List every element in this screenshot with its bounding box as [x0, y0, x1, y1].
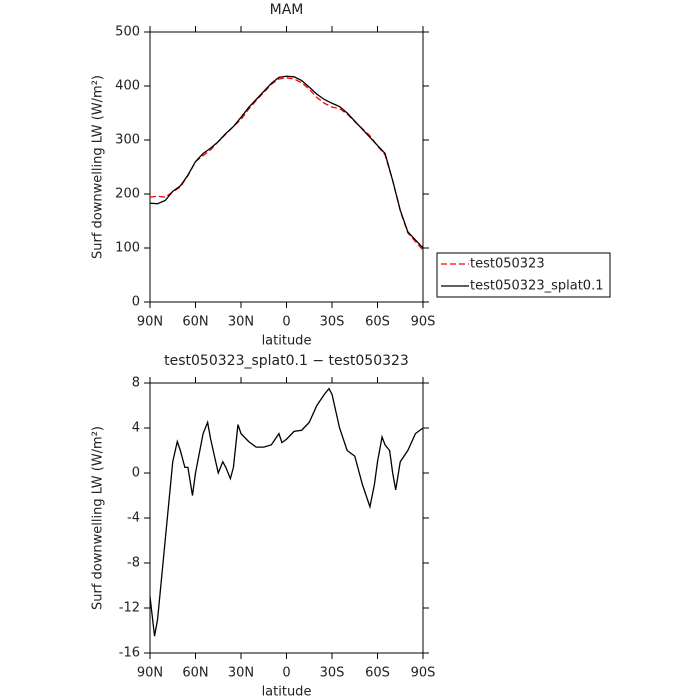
- series-line: [149, 75, 424, 249]
- y-tick-label: 100: [115, 241, 140, 256]
- chart-title: MAM: [270, 2, 304, 18]
- y-tick-label: -4: [127, 511, 140, 526]
- y-tick-label: 0: [132, 295, 140, 310]
- legend-label: test050323: [470, 257, 545, 272]
- x-tick-label: 60N: [182, 666, 208, 681]
- y-axis-label: Surf downwelling LW (W/m²): [91, 75, 106, 259]
- y-tick-label: 300: [115, 133, 140, 148]
- x-tick-label: 30S: [320, 315, 345, 330]
- y-tick-label: -12: [119, 601, 140, 616]
- legend-label: test050323_splat0.1: [470, 279, 603, 294]
- series-line: [149, 77, 424, 251]
- x-tick-label: 90N: [137, 666, 163, 681]
- y-tick-label: 500: [115, 25, 140, 40]
- chart-title: test050323_splat0.1 − test050323: [164, 353, 409, 369]
- y-tick-label: 8: [132, 376, 140, 391]
- x-axis-label: latitude: [262, 685, 312, 700]
- y-axis-label: Surf downwelling LW (W/m²): [91, 426, 106, 610]
- x-tick-label: 0: [282, 666, 290, 681]
- x-tick-label: 60N: [182, 315, 208, 330]
- x-tick-label: 90N: [137, 315, 163, 330]
- x-tick-label: 30N: [228, 315, 254, 330]
- plot-frame: [149, 31, 424, 303]
- y-tick-label: -8: [127, 556, 140, 571]
- plot-frame: [149, 382, 424, 654]
- x-tick-label: 60S: [365, 315, 390, 330]
- y-tick-label: 400: [115, 79, 140, 94]
- x-tick-label: 90S: [411, 315, 436, 330]
- x-tick-label: 60S: [365, 666, 390, 681]
- legend-box: [436, 252, 611, 298]
- series-line: [149, 387, 424, 637]
- y-tick-label: -16: [119, 646, 140, 661]
- x-tick-label: 30N: [228, 666, 254, 681]
- y-tick-label: 0: [132, 466, 140, 481]
- x-tick-label: 0: [282, 315, 290, 330]
- y-tick-label: 4: [132, 421, 140, 436]
- y-tick-label: 200: [115, 187, 140, 202]
- x-tick-label: 90S: [411, 666, 436, 681]
- x-axis-label: latitude: [262, 334, 312, 349]
- x-tick-label: 30S: [320, 666, 345, 681]
